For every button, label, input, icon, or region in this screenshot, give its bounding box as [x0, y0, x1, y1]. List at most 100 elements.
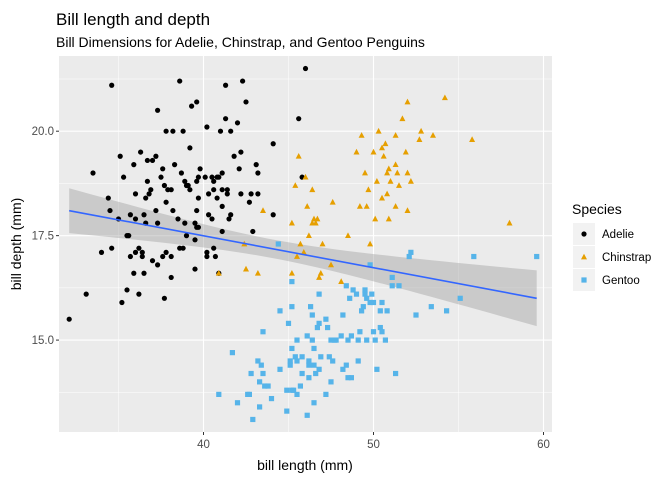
point-adelie — [105, 195, 111, 201]
plot-panel — [59, 56, 552, 432]
point-gentoo — [311, 362, 317, 368]
point-gentoo — [314, 324, 320, 331]
point-adelie — [226, 216, 232, 222]
point-adelie — [132, 216, 139, 222]
point-gentoo — [325, 324, 331, 331]
point-gentoo — [362, 291, 368, 297]
point-gentoo — [306, 375, 312, 381]
point-gentoo — [289, 304, 295, 310]
y-tick-label: 17.5 — [32, 231, 54, 243]
point-adelie — [170, 207, 176, 214]
point-gentoo — [367, 262, 373, 268]
point-adelie — [194, 207, 200, 214]
point-gentoo — [304, 333, 310, 339]
y-axis-label: bill depth (mm) — [8, 198, 24, 291]
point-gentoo — [246, 391, 252, 397]
trend-line-layer — [69, 209, 537, 300]
point-adelie — [243, 99, 249, 105]
point-chinstrap — [300, 249, 307, 255]
x-tick-label: 50 — [367, 439, 380, 451]
point-gentoo — [348, 375, 354, 381]
legend: Species Adelie Chinstrap Gentoo — [572, 201, 651, 291]
point-adelie — [170, 128, 176, 134]
point-adelie — [204, 124, 210, 130]
point-chinstrap — [367, 240, 374, 247]
point-adelie — [195, 195, 201, 201]
point-chinstrap — [356, 203, 363, 209]
point-chinstrap — [372, 215, 379, 222]
point-gentoo — [338, 333, 344, 339]
point-gentoo — [382, 337, 388, 343]
point-chinstrap — [370, 148, 377, 155]
point-gentoo — [265, 383, 271, 389]
point-chinstrap — [353, 148, 360, 155]
point-gentoo — [284, 387, 290, 393]
point-gentoo — [250, 416, 256, 423]
point-chinstrap — [309, 186, 316, 193]
point-adelie — [236, 166, 242, 172]
point-gentoo — [313, 370, 319, 377]
point-gentoo — [364, 337, 370, 343]
point-adelie — [211, 187, 217, 193]
point-gentoo — [384, 308, 390, 314]
point-chinstrap — [441, 94, 448, 101]
point-adelie — [250, 228, 256, 235]
point-gentoo — [457, 295, 463, 301]
point-adelie — [180, 128, 186, 134]
point-adelie — [248, 191, 254, 197]
point-chinstrap — [316, 274, 323, 280]
point-gentoo — [297, 383, 303, 389]
point-adelie — [136, 245, 142, 251]
point-chinstrap — [375, 127, 382, 134]
point-adelie — [296, 116, 302, 122]
point-adelie — [126, 233, 132, 239]
point-gentoo — [370, 329, 377, 335]
point-gentoo — [258, 362, 264, 368]
point-adelie — [255, 191, 261, 197]
point-adelie — [223, 116, 229, 122]
point-chinstrap — [362, 169, 368, 176]
point-adelie — [228, 128, 234, 134]
point-adelie — [223, 82, 229, 88]
point-adelie — [219, 170, 225, 176]
point-gentoo — [340, 366, 346, 372]
chart-subtitle: Bill Dimensions for Adelie, Chinstrap, a… — [56, 34, 425, 50]
point-adelie — [302, 65, 309, 72]
point-chinstrap — [396, 182, 402, 188]
point-chinstrap — [288, 269, 295, 276]
point-adelie — [183, 233, 190, 239]
point-gentoo — [444, 308, 450, 314]
point-chinstrap — [392, 161, 399, 168]
point-gentoo — [355, 358, 361, 364]
point-chinstrap — [506, 219, 513, 226]
chart-title: Bill length and depth — [56, 10, 210, 29]
point-adelie — [202, 174, 208, 180]
point-chinstrap — [328, 261, 334, 268]
point-gentoo — [316, 291, 322, 297]
point-adelie — [163, 249, 169, 255]
point-adelie — [131, 270, 137, 276]
point-gentoo — [406, 253, 412, 260]
point-gentoo — [379, 299, 385, 306]
point-adelie — [180, 245, 186, 251]
point-chinstrap — [319, 240, 326, 247]
point-adelie — [224, 187, 230, 193]
point-gentoo — [328, 337, 334, 343]
point-adelie — [216, 174, 222, 180]
point-gentoo — [340, 312, 346, 318]
point-chinstrap — [379, 144, 385, 151]
x-axis-ticks: 40 50 60 — [197, 432, 550, 451]
point-adelie — [161, 295, 167, 301]
point-gentoo — [428, 304, 434, 310]
point-gentoo — [328, 379, 334, 385]
y-tick-label: 15.0 — [32, 335, 54, 347]
point-adelie — [163, 128, 169, 134]
point-adelie — [109, 82, 115, 88]
point-chinstrap — [345, 232, 351, 239]
point-adelie — [163, 199, 169, 205]
point-adelie — [206, 212, 212, 218]
point-gentoo — [234, 400, 241, 406]
point-adelie — [182, 178, 188, 184]
point-adelie — [234, 120, 241, 126]
